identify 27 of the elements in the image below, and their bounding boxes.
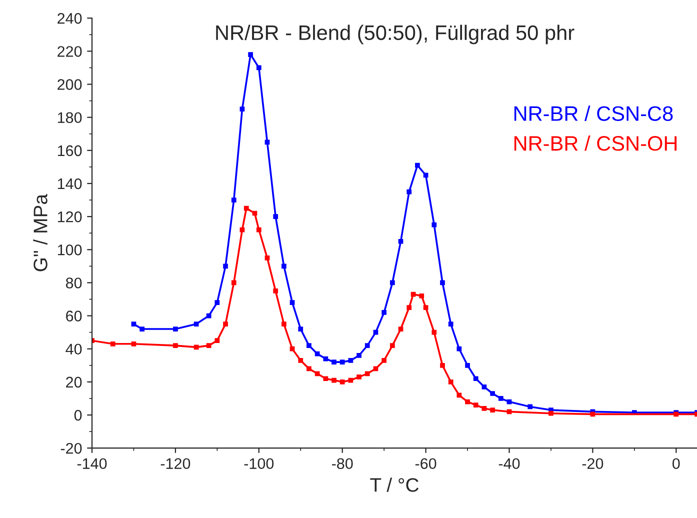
- y-tick-label: 180: [58, 112, 82, 124]
- text: NR-BR / CSN-C8: [514, 106, 673, 121]
- x-axis-title: T / °C: [370, 478, 419, 492]
- y-tick-label: 100: [58, 244, 82, 256]
- y-tick-label: 20: [66, 376, 82, 388]
- y-tick-label: -20: [60, 442, 82, 454]
- y-tick-label: 40: [66, 344, 82, 355]
- y-axis-title: G" / MPa: [33, 194, 48, 272]
- x-tick-label: -60: [415, 458, 436, 470]
- y-tick-label: 220: [58, 46, 82, 57]
- x-tick-label: -140: [77, 458, 107, 470]
- y-tick-label: 160: [58, 145, 82, 156]
- y-tick-label: 60: [66, 310, 82, 322]
- y-tick-label: 240: [58, 13, 82, 24]
- y-tick-label: 80: [66, 278, 82, 288]
- x-tick-label: -20: [582, 458, 604, 470]
- y-tick-label: 140: [58, 178, 82, 190]
- y-tick-label: 120: [58, 211, 82, 222]
- x-tick-label: -80: [332, 458, 353, 470]
- y-tick-label: 200: [58, 79, 82, 90]
- chart-title: NR/BR - Blend (50:50), Füllgrad 50 phr: [216, 24, 574, 44]
- x-tick-label: -40: [498, 458, 520, 470]
- text: NR-BR / CSN-OH: [514, 136, 677, 151]
- x-tick-label: -100: [244, 458, 274, 470]
- x-tick-label: -120: [160, 458, 190, 470]
- y-tick-label: 0: [74, 410, 82, 421]
- x-tick-label: 0: [672, 458, 680, 470]
